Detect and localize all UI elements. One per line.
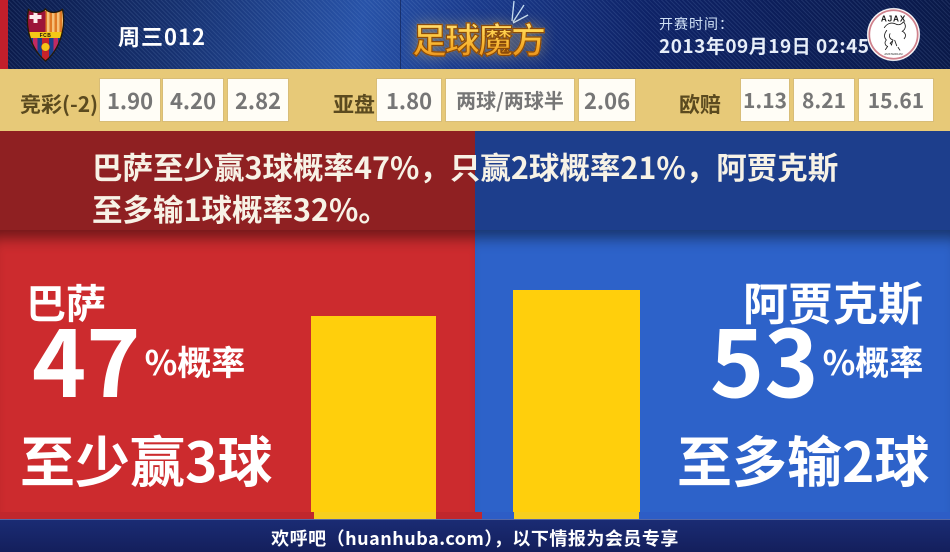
- svg-text:AJAX: AJAX: [881, 14, 906, 23]
- svg-text:FCB: FCB: [40, 33, 52, 39]
- svg-text:AMSTERDAM: AMSTERDAM: [884, 52, 902, 56]
